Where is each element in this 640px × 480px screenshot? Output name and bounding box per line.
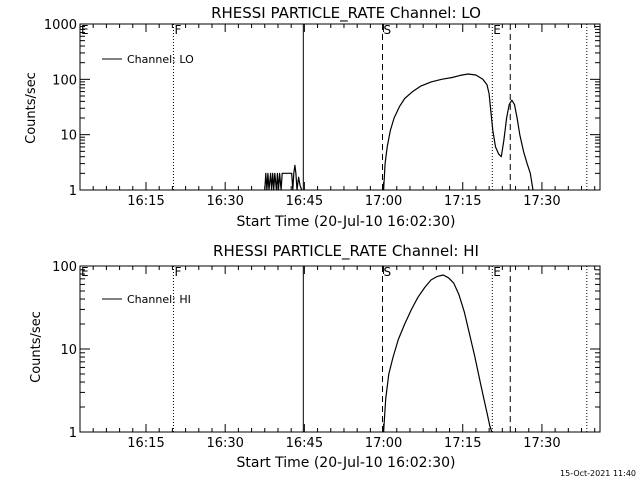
hi-marker-label-4: E: [493, 265, 501, 279]
hi-x-tick-label-2: 16:45: [286, 436, 323, 451]
lo-channel-panel: RHESSI PARTICLE_RATE Channel: LO Counts/…: [24, 4, 601, 230]
hi-chart-title: RHESSI PARTICLE_RATE Channel: HI: [213, 242, 479, 261]
hi-x-tick-label-0: 16:15: [127, 436, 164, 451]
lo-legend-label: Channel: LO: [127, 53, 194, 66]
lo-marker-label-1: F: [174, 23, 181, 37]
hi-series-line-0: [383, 274, 493, 433]
hi-legend-label: Channel: HI: [127, 293, 191, 306]
hi-x-tick-label-3: 17:00: [365, 436, 402, 451]
lo-x-tick-label-3: 17:00: [365, 194, 402, 209]
lo-x-tick-label-0: 16:15: [127, 194, 164, 209]
hi-x-tick-label-5: 17:30: [523, 436, 560, 451]
hi-x-tick-label-1: 16:30: [206, 436, 243, 451]
lo-y-tick-label-2: 100: [52, 73, 77, 88]
hi-channel-panel: RHESSI PARTICLE_RATE Channel: HI Counts/…: [29, 242, 601, 471]
lo-x-tick-label-4: 17:15: [444, 194, 481, 209]
hi-marker-label-3: S: [383, 265, 391, 279]
lo-x-axis-label: Start Time (20-Jul-10 16:02:30): [236, 214, 455, 230]
lo-series-line-1: [383, 73, 534, 191]
lo-chart-title: RHESSI PARTICLE_RATE Channel: LO: [211, 4, 481, 23]
lo-plot-frame: [79, 23, 601, 191]
lo-marker-label-0: E: [81, 23, 89, 37]
hi-x-tick-label-4: 17:15: [444, 436, 481, 451]
lo-y-tick-label-3: 1000: [44, 18, 77, 33]
lo-y-tick-label-1: 10: [60, 129, 77, 144]
hi-marker-label-0: E: [81, 265, 89, 279]
hi-y-tick-label-0: 1: [69, 426, 77, 441]
lo-x-tick-label-1: 16:30: [206, 194, 243, 209]
lo-x-tick-label-5: 17:30: [523, 194, 560, 209]
hi-marker-label-1: F: [174, 265, 181, 279]
hi-y-tick-label-1: 10: [60, 343, 77, 358]
lo-y-tick-label-0: 1: [69, 184, 77, 199]
hi-x-axis-label: Start Time (20-Jul-10 16:02:30): [236, 455, 455, 471]
hi-legend: Channel: HI: [102, 293, 191, 306]
lo-x-tick-label-2: 16:45: [286, 194, 323, 209]
hi-y-tick-label-2: 100: [52, 260, 77, 275]
footer-date: 15-Oct-2021 11:40: [560, 469, 636, 478]
lo-series-line-0: [264, 164, 303, 191]
lo-marker-label-3: S: [383, 23, 391, 37]
lo-marker-label-4: E: [493, 23, 501, 37]
lo-legend: Channel: LO: [102, 53, 194, 66]
hi-y-axis-label: Counts/sec: [29, 311, 44, 383]
lo-y-axis-label: Counts/sec: [24, 72, 39, 144]
